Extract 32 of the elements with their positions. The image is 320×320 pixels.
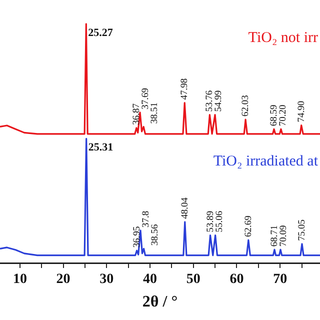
annotation: 37.8 bbox=[141, 210, 152, 228]
annotation: 53.89 bbox=[206, 210, 216, 232]
annotation: 25.27 bbox=[88, 26, 114, 39]
x-tick-label: 10 bbox=[12, 272, 27, 288]
annotation: 36.95 bbox=[132, 226, 142, 248]
annotation: 47.98 bbox=[180, 78, 190, 100]
annotation: 70.09 bbox=[279, 224, 290, 247]
x-tick-label: 40 bbox=[143, 272, 158, 288]
annotation: 75.05 bbox=[298, 219, 308, 241]
annotation: 37.69 bbox=[140, 88, 151, 110]
annotation: 38.51 bbox=[150, 102, 160, 124]
annotation: 53.76 bbox=[205, 90, 216, 112]
annotation: 70.20 bbox=[278, 104, 288, 126]
annotation: 36.87 bbox=[132, 103, 142, 125]
annotation: 74.90 bbox=[296, 100, 307, 122]
x-tick-label: 60 bbox=[230, 272, 244, 288]
annotation: 48.04 bbox=[180, 197, 190, 219]
annotation: 68.71 bbox=[270, 224, 280, 247]
annotation: 25.31 bbox=[88, 142, 114, 154]
x-tick-label: 70 bbox=[273, 272, 288, 288]
x-axis-title: 2θ / ° bbox=[142, 294, 178, 311]
annotation: 55.06 bbox=[214, 210, 225, 232]
text: TiO₂ not irr bbox=[248, 30, 318, 46]
x-tick-label: 20 bbox=[56, 272, 70, 288]
annotation: 62.03 bbox=[241, 94, 252, 117]
annotation: 68.59 bbox=[269, 104, 280, 126]
annotation: 38.56 bbox=[150, 224, 160, 246]
x-tick-label: 30 bbox=[100, 272, 114, 288]
x-tick-label: 50 bbox=[186, 272, 200, 288]
annotation: 54.99 bbox=[214, 90, 224, 112]
text: TiO₂ irradiated at bbox=[213, 153, 319, 170]
annotation: 62.69 bbox=[244, 215, 254, 238]
